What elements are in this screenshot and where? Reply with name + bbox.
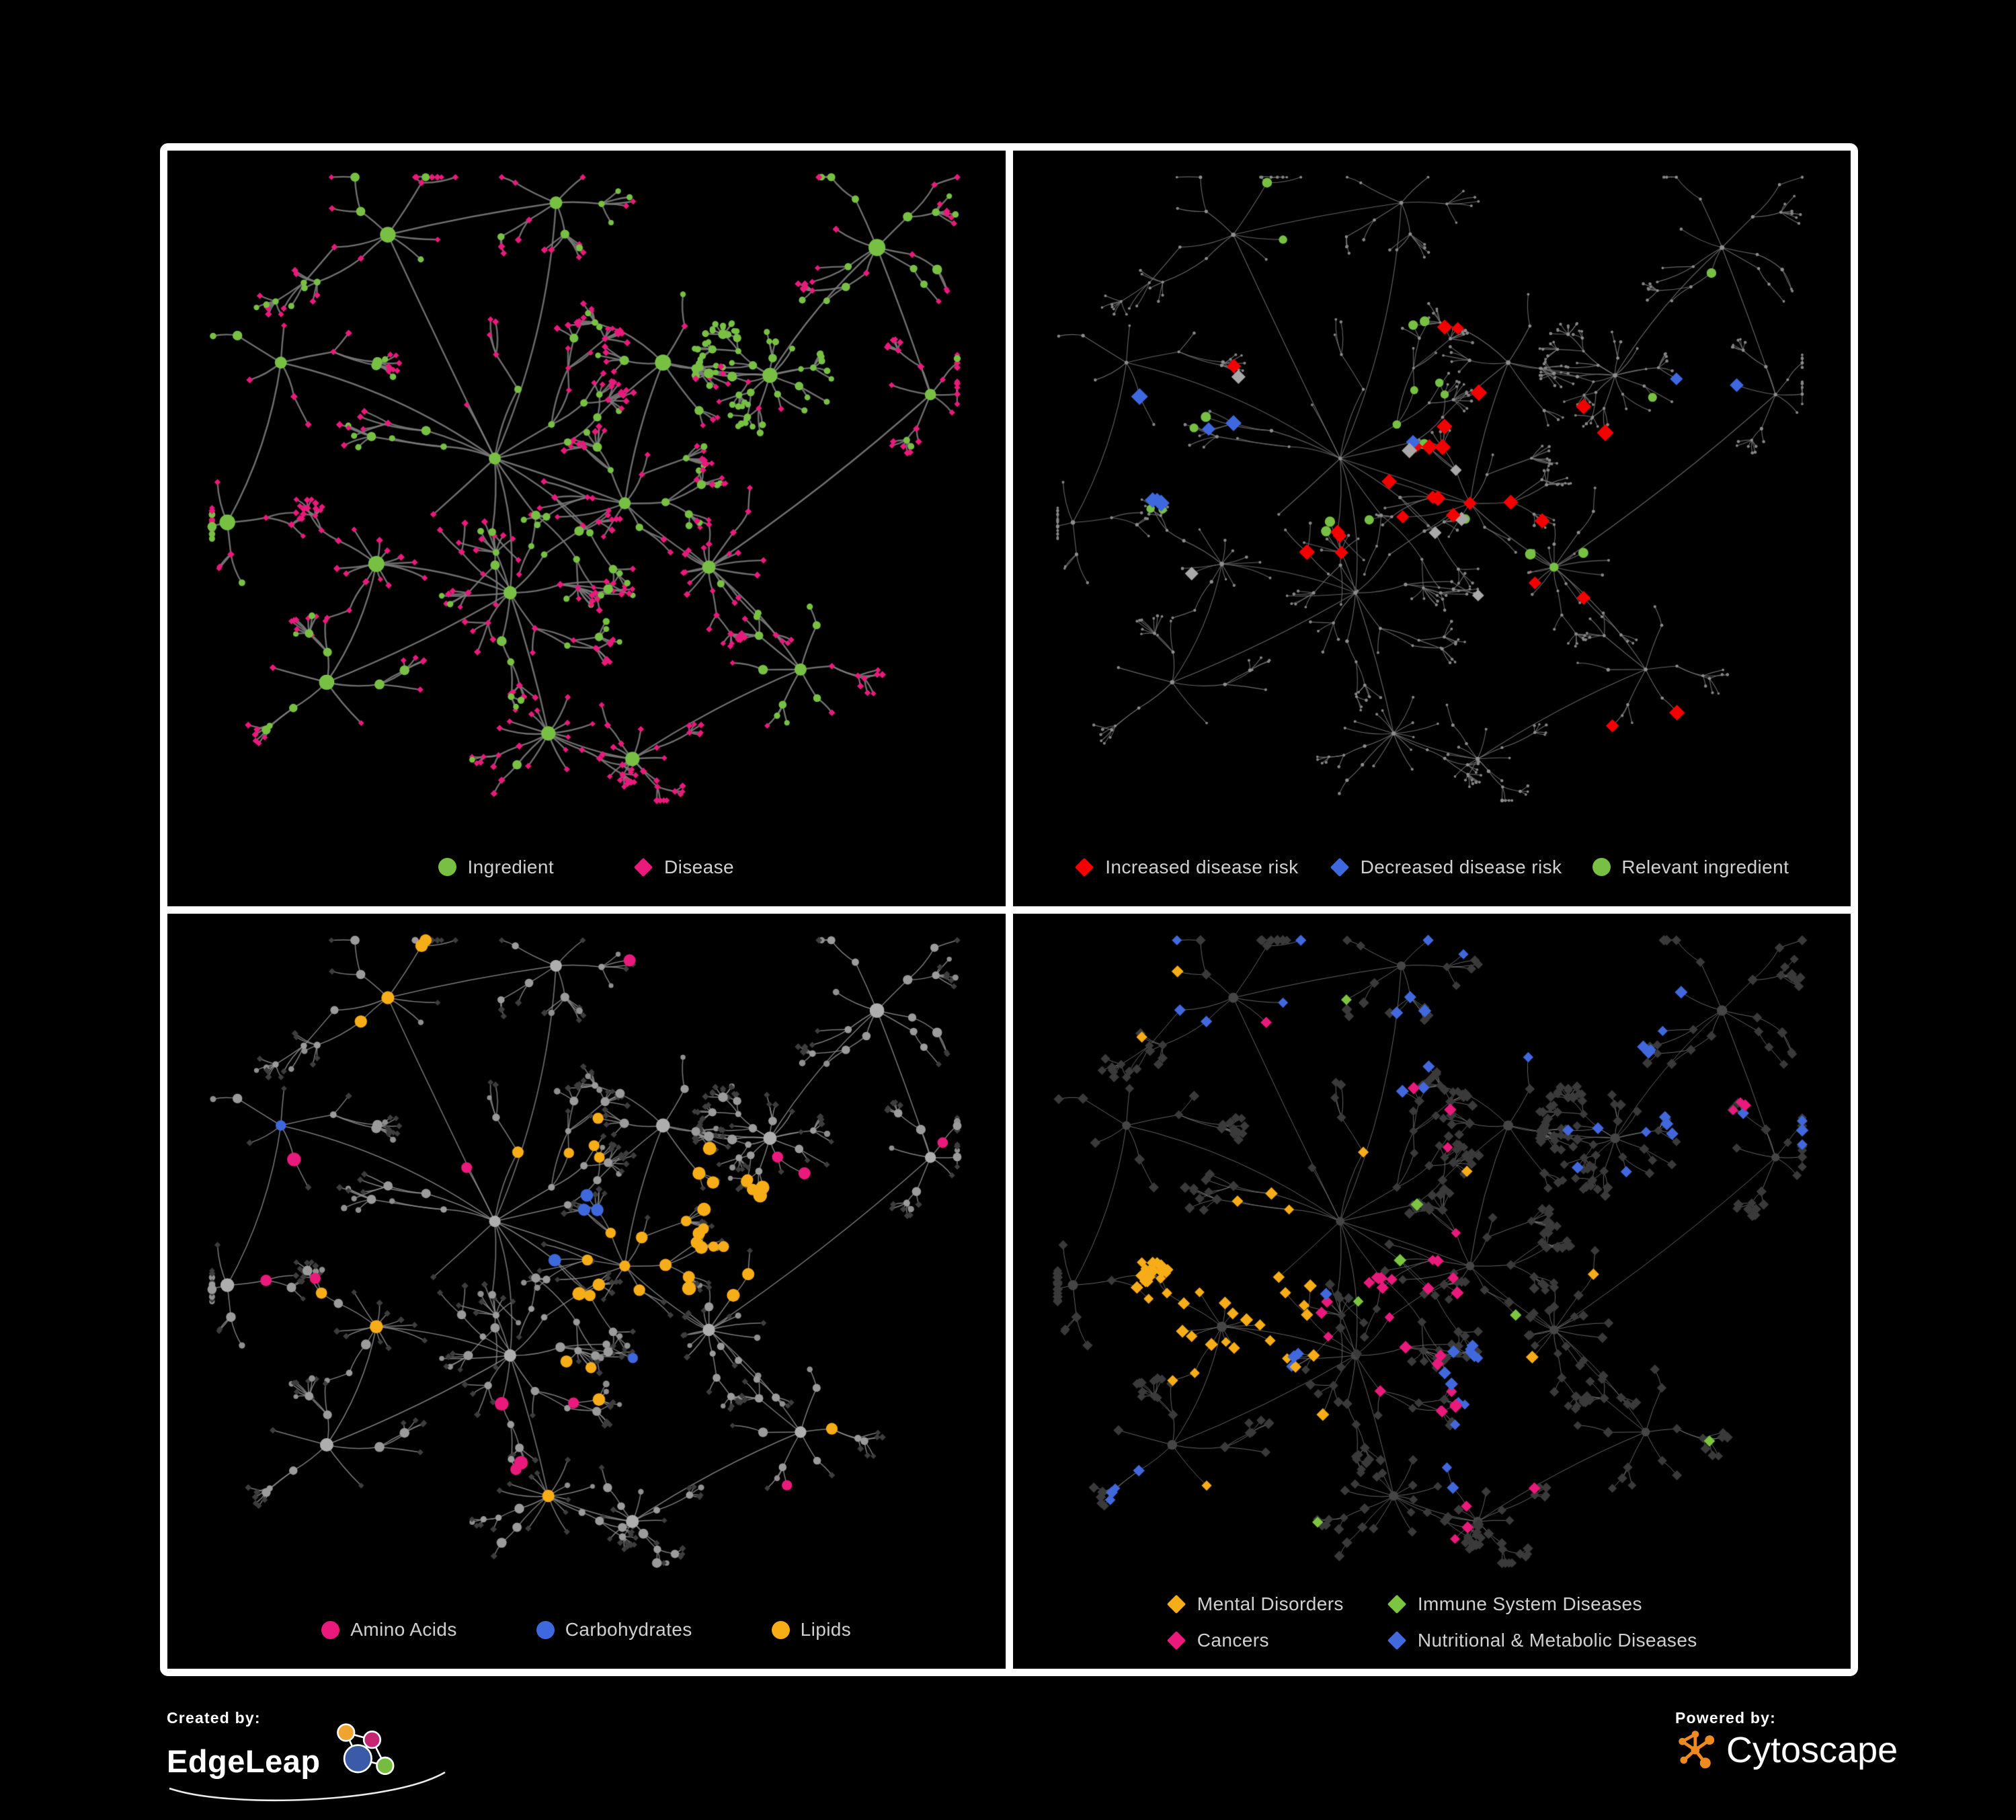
cytoscape-brand-row: Cytoscape	[1675, 1729, 1898, 1772]
legend-circle-symbol	[536, 1620, 555, 1639]
legend-diamond-symbol	[1387, 1594, 1406, 1614]
network-canvas-ingredient-disease	[167, 151, 1006, 906]
cytoscape-logo	[1679, 1731, 1715, 1769]
legend-diamond-symbol	[1075, 857, 1094, 877]
legend-nutrients: Amino Acids Carbohydrates Lipids	[167, 1619, 1006, 1640]
legend-item: Cancers	[1166, 1630, 1269, 1651]
legend-item: Disease	[633, 857, 734, 878]
legend-circle-symbol	[438, 858, 457, 876]
legend-item: Immune System Diseases	[1387, 1593, 1642, 1615]
network-canvas-nutrients	[167, 913, 1006, 1669]
legend-label: Decreased disease risk	[1360, 856, 1562, 877]
edgeleap-swoosh-icon	[169, 1771, 446, 1802]
edgeleap-brand-row: EdgeLeap	[167, 1723, 469, 1793]
panel-nutrients: Amino Acids Carbohydrates Lipids	[167, 913, 1006, 1669]
legend-item: Ingredient	[438, 857, 554, 878]
legend-disease-categories: Mental Disorders Immune System Diseases Ca…	[1013, 1593, 1851, 1651]
legend-label: Mental Disorders	[1197, 1593, 1344, 1614]
legend-item: Relevant ingredient	[1592, 857, 1789, 878]
legend-label: Amino Acids	[350, 1619, 457, 1640]
cytoscape-brand: Cytoscape	[1726, 1730, 1898, 1770]
powered-by-label: Powered by:	[1675, 1709, 1776, 1727]
panel-disease-categories: Mental Disorders Immune System Diseases Ca…	[1012, 913, 1851, 1669]
legend-label: Disease	[664, 856, 734, 877]
legend-label: Increased disease risk	[1105, 856, 1299, 877]
legend-label: Carbohydrates	[565, 1619, 692, 1640]
legend-diamond-symbol	[1166, 1594, 1186, 1614]
edgeleap-brand: EdgeLeap	[167, 1743, 321, 1779]
created-by-label: Created by:	[167, 1709, 261, 1727]
footer: Created by: EdgeLeap	[0, 1675, 2016, 1820]
legend-circle-symbol	[771, 1620, 790, 1639]
legend-label: Ingredient	[467, 856, 555, 877]
legend-label: Relevant ingredient	[1621, 856, 1789, 877]
legend-item: Amino Acids	[321, 1619, 456, 1640]
network-canvas-disease-risk	[1012, 151, 1851, 906]
legend-diamond-symbol	[1330, 857, 1349, 877]
legend-item: Carbohydrates	[536, 1619, 692, 1640]
legend-label: Lipids	[800, 1619, 852, 1640]
network-canvas-disease-categories	[1012, 913, 1851, 1669]
edgeleap-logo	[336, 1723, 395, 1775]
panel-disease-risk: Increased disease risk Decreased disease …	[1012, 151, 1851, 906]
legend-item: Mental Disorders	[1166, 1593, 1344, 1615]
legend-ingredient-disease: Ingredient Disease	[167, 857, 1006, 878]
legend-diamond-symbol	[1387, 1630, 1406, 1651]
legend-item: Increased disease risk	[1074, 857, 1298, 878]
legend-diamond-symbol	[1166, 1630, 1186, 1651]
legend-diamond-symbol	[633, 857, 653, 877]
legend-disease-risk: Increased disease risk Decreased disease …	[1013, 857, 1851, 878]
legend-circle-symbol	[321, 1620, 340, 1639]
network-grid: Ingredient Disease Increased disease risk…	[160, 143, 1858, 1676]
legend-label: Nutritional & Metabolic Diseases	[1417, 1630, 1697, 1651]
panel-ingredient-disease: Ingredient Disease	[167, 151, 1006, 906]
legend-label: Cancers	[1197, 1630, 1269, 1651]
legend-circle-symbol	[1592, 858, 1611, 876]
legend-item: Lipids	[771, 1619, 852, 1640]
legend-label: Immune System Diseases	[1417, 1593, 1642, 1614]
cytoscape-credit: Powered by:	[1675, 1709, 1898, 1772]
edgeleap-credit: Created by: EdgeLeap	[167, 1709, 469, 1810]
legend-item: Decreased disease risk	[1330, 857, 1562, 878]
legend-item: Nutritional & Metabolic Diseases	[1387, 1630, 1697, 1651]
